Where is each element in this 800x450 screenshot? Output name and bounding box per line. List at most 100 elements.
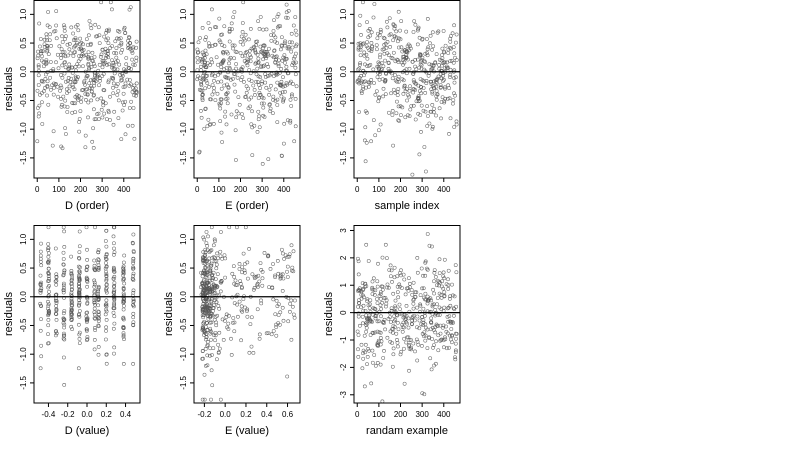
data-point <box>85 318 89 323</box>
data-point <box>410 316 415 320</box>
data-point <box>112 241 116 246</box>
y-tick-label: 0.5 <box>19 262 28 274</box>
y-axis-label: residuals <box>3 291 15 336</box>
data-point <box>96 352 101 357</box>
data-point <box>418 77 423 81</box>
data-point <box>418 302 422 307</box>
data-point <box>373 92 378 97</box>
data-point <box>440 53 444 57</box>
data-point <box>70 327 74 331</box>
data-point <box>219 79 224 84</box>
data-point <box>71 85 76 90</box>
data-point <box>61 94 66 99</box>
data-point <box>71 31 75 36</box>
data-point <box>388 320 393 324</box>
data-point <box>92 310 97 315</box>
data-point <box>114 84 119 89</box>
data-point <box>402 314 407 319</box>
data-point <box>77 256 82 261</box>
data-point <box>85 335 90 339</box>
data-point <box>429 298 433 303</box>
y-axis-label: residuals <box>163 291 175 336</box>
data-point <box>61 262 66 267</box>
data-point <box>404 304 409 308</box>
data-point <box>213 277 218 281</box>
data-point <box>44 72 48 77</box>
data-point <box>355 329 360 334</box>
data-point <box>99 96 103 101</box>
data-point <box>375 284 380 289</box>
data-point <box>262 251 267 255</box>
data-point <box>431 287 435 292</box>
data-point <box>36 65 41 69</box>
data-point <box>76 366 81 371</box>
data-point <box>265 51 270 56</box>
data-point <box>441 79 445 83</box>
data-point <box>79 100 84 104</box>
plot-frame <box>193 0 301 179</box>
data-point <box>367 315 371 320</box>
data-point <box>211 276 215 281</box>
data-point <box>55 84 60 89</box>
data-point <box>85 310 89 315</box>
data-point <box>106 78 111 83</box>
data-point <box>432 79 436 84</box>
data-point <box>450 31 455 36</box>
data-point <box>419 63 424 68</box>
data-point <box>438 338 443 343</box>
data-point <box>378 52 383 57</box>
data-point <box>48 60 53 64</box>
x-tick-label: 100 <box>212 185 226 194</box>
data-point <box>205 280 210 285</box>
data-point <box>454 122 459 127</box>
data-point <box>210 83 215 87</box>
data-point <box>452 23 456 28</box>
data-point <box>423 91 428 95</box>
data-point <box>280 44 284 48</box>
data-point <box>61 283 66 288</box>
data-point <box>93 22 98 27</box>
data-point <box>252 88 257 92</box>
data-point <box>93 268 98 273</box>
data-point <box>361 351 365 356</box>
data-point <box>61 257 66 261</box>
data-point <box>379 314 383 319</box>
data-point <box>229 353 234 357</box>
data-point <box>390 76 395 81</box>
data-point <box>228 67 232 72</box>
data-point <box>201 235 206 240</box>
data-point <box>106 41 111 45</box>
data-point <box>273 55 278 60</box>
data-point <box>452 313 456 318</box>
data-point <box>419 266 424 271</box>
data-point <box>97 41 102 45</box>
data-point <box>71 38 76 42</box>
data-point <box>54 82 58 86</box>
data-point <box>243 32 248 37</box>
data-point <box>391 330 395 335</box>
data-point <box>111 91 116 96</box>
data-point <box>43 77 48 81</box>
data-point <box>203 261 208 266</box>
data-point <box>224 49 229 54</box>
data-point <box>287 254 292 259</box>
data-point <box>394 35 399 40</box>
data-point <box>63 98 68 103</box>
data-point <box>375 301 380 305</box>
x-tick-label: 300 <box>415 185 429 194</box>
data-point <box>39 241 43 246</box>
data-point <box>76 75 80 79</box>
scatter-points <box>355 232 459 404</box>
data-point <box>131 278 136 282</box>
data-point <box>104 290 109 295</box>
data-point <box>275 25 280 30</box>
data-point <box>411 78 416 82</box>
data-point <box>59 85 64 90</box>
data-point <box>273 98 278 103</box>
data-point <box>77 54 81 58</box>
data-point <box>415 305 419 310</box>
data-point <box>425 346 430 350</box>
y-axis-label: residuals <box>323 291 335 336</box>
data-point <box>121 333 126 338</box>
data-point <box>266 254 270 259</box>
